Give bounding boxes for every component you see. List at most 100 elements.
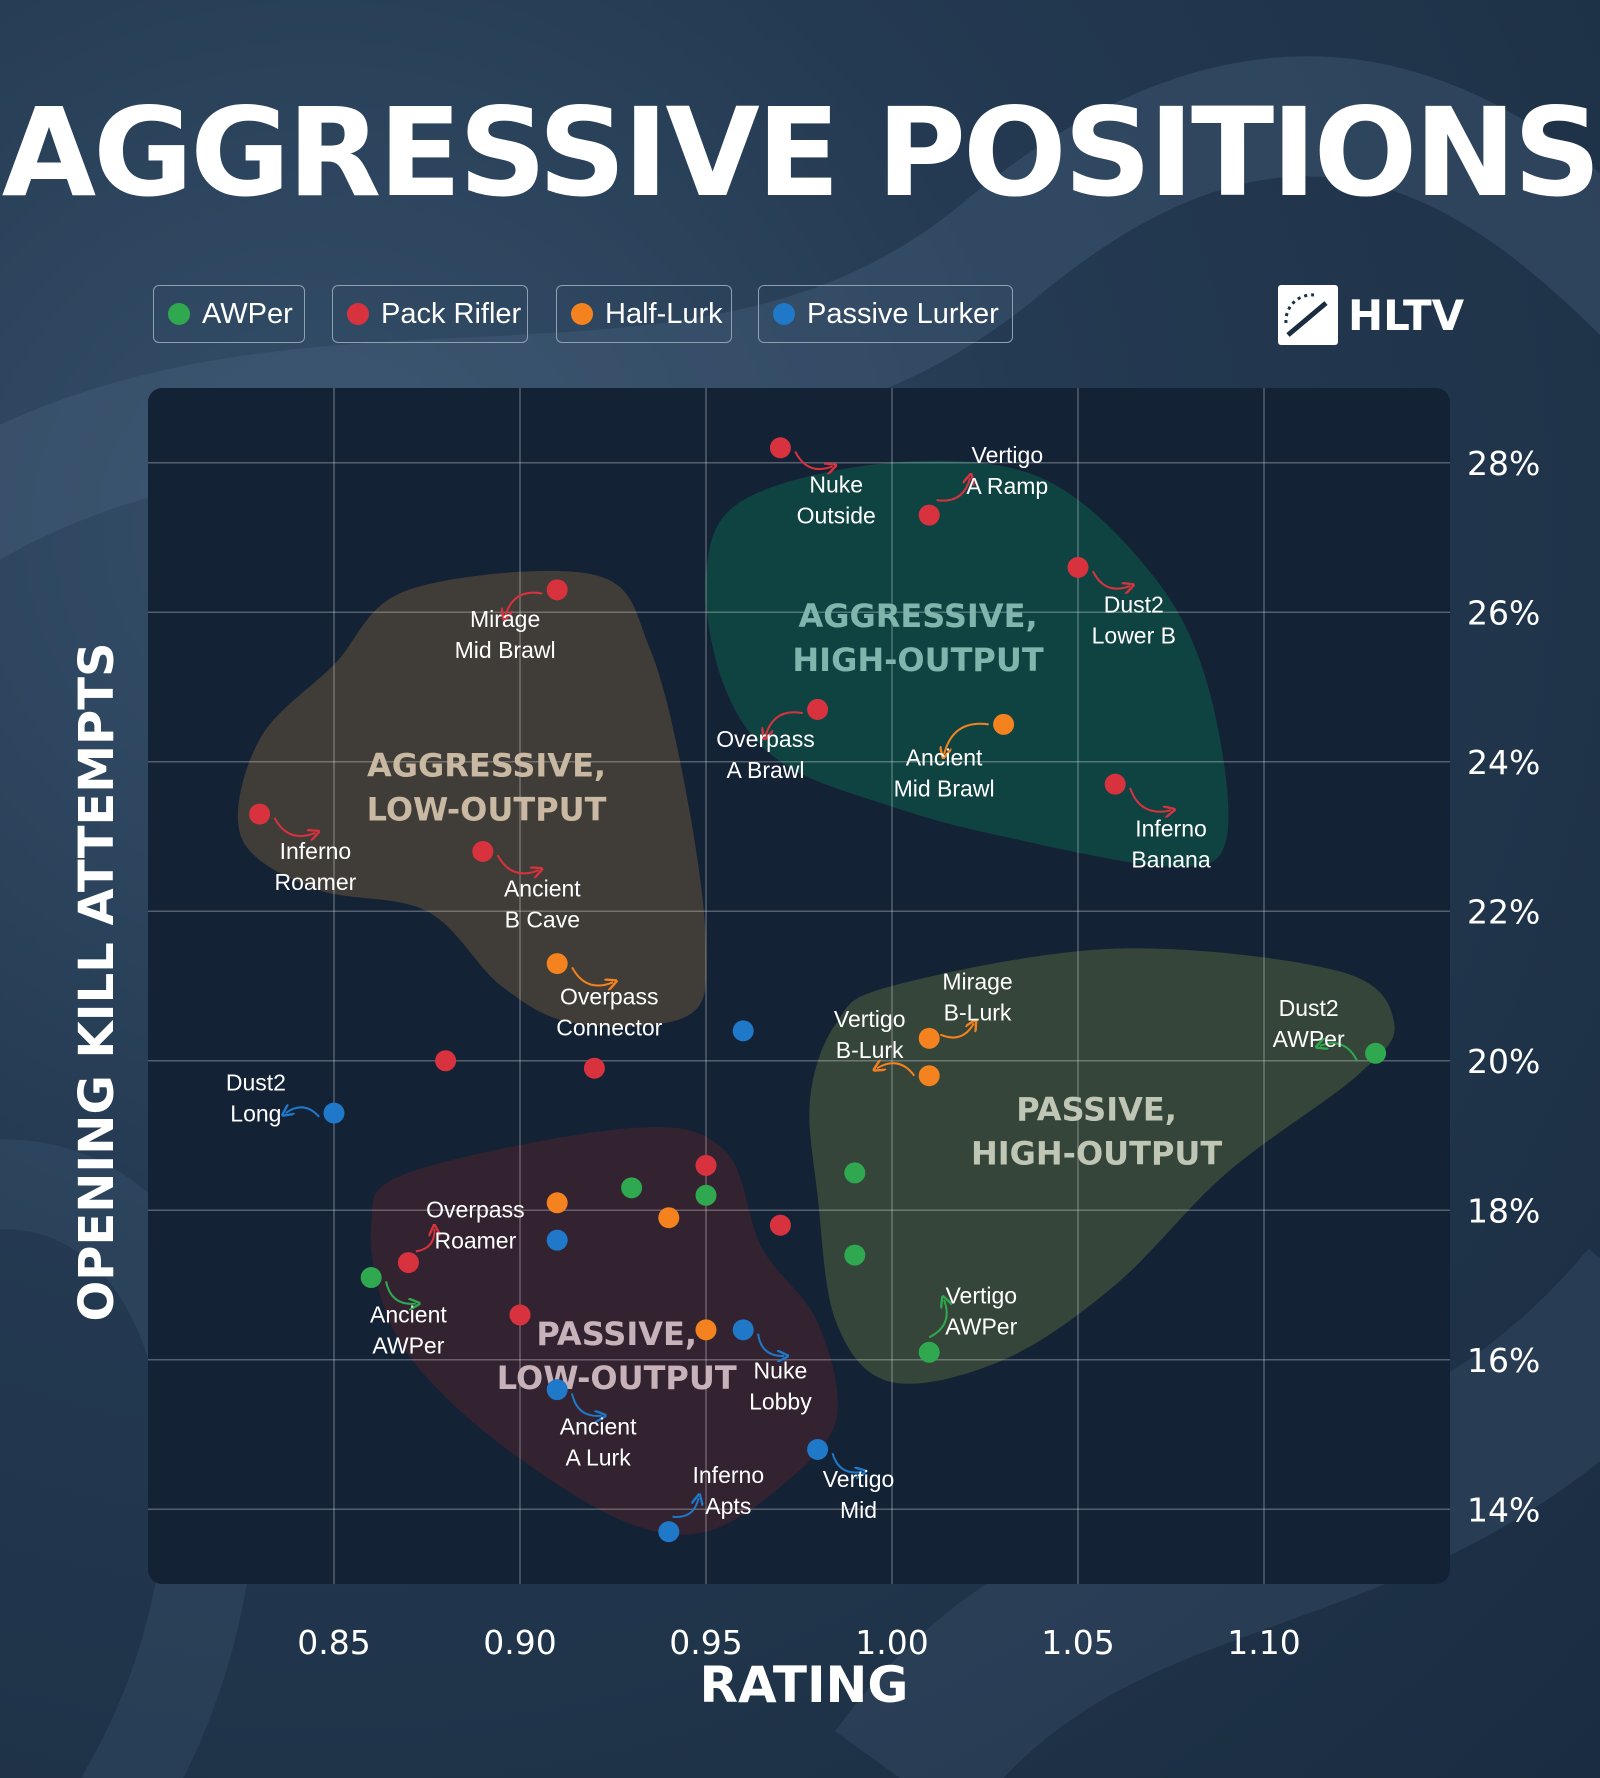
point-label-line: Lobby: [749, 1388, 812, 1414]
point-label-line: B Cave: [505, 906, 580, 932]
annotation-arrow: [939, 1023, 973, 1039]
point-label: Overpass Connector: [556, 984, 662, 1041]
y-tick-label: 22%: [1467, 892, 1540, 931]
point-label-line: Vertigo: [823, 1466, 895, 1492]
annotation-arrow: [944, 722, 989, 755]
legend-dot-awper: [168, 303, 190, 325]
y-axis-title: OPENING KILL ATTEMPTS: [69, 642, 125, 1321]
point-label-line: Roamer: [274, 869, 356, 895]
point-label-line: Overpass: [560, 984, 658, 1010]
y-tick-label: 18%: [1467, 1191, 1540, 1230]
region-label-line: LOW-OUTPUT: [367, 791, 607, 829]
data-point: [1067, 556, 1089, 578]
point-label-line: Inferno: [1135, 816, 1207, 842]
data-point: [1365, 1042, 1387, 1064]
x-tick-label: 0.85: [297, 1623, 370, 1662]
legend-item-passive-lurker: Passive Lurker: [758, 285, 1013, 343]
data-point: [546, 1192, 568, 1214]
point-label-line: Long: [230, 1101, 281, 1127]
point-label-line: Dust2: [226, 1070, 286, 1096]
data-point: [583, 1057, 605, 1079]
data-point: [249, 803, 271, 825]
y-tick-label: 26%: [1467, 593, 1540, 632]
annotation-arrow: [928, 1300, 946, 1339]
legend-dot-pack-rifler: [347, 303, 369, 325]
data-point: [695, 1184, 717, 1206]
point-label: Overpass A Brawl: [716, 726, 814, 783]
y-tick-label: 20%: [1467, 1042, 1540, 1081]
region-label: AGGRESSIVE, LOW-OUTPUT: [367, 747, 607, 829]
annotation-arrow: [496, 854, 539, 873]
data-point: [323, 1102, 345, 1124]
x-axis-title: RATING: [700, 1656, 909, 1714]
annotation-arrow: [415, 1229, 435, 1253]
legend-label: Passive Lurker: [807, 298, 999, 330]
data-point: [360, 1267, 382, 1289]
data-point: [546, 579, 568, 601]
point-label-line: AWPer: [372, 1332, 444, 1358]
y-tick-label: 14%: [1467, 1490, 1540, 1529]
point-label: Mirage B-Lurk: [942, 969, 1012, 1026]
point-label: Overpass Roamer: [426, 1197, 524, 1254]
data-point: [695, 1319, 717, 1341]
annotation-arrow: [385, 1281, 416, 1304]
point-label-line: A Brawl: [727, 757, 805, 783]
regions-layer: [237, 460, 1395, 1535]
legend-dot-passive-lurker: [773, 303, 795, 325]
point-label: Dust2 Long: [226, 1070, 286, 1127]
arrows-layer: [273, 451, 1358, 1518]
point-label-line: Mirage: [470, 606, 540, 632]
point-label-line: Inferno: [280, 838, 352, 864]
point-label: Mirage Mid Brawl: [455, 606, 556, 663]
hltv-logo-icon: [1278, 285, 1338, 345]
data-point: [435, 1050, 457, 1072]
legend-item-half-lurk: Half-Lurk: [556, 285, 732, 343]
region-label-line: PASSIVE,: [1016, 1091, 1177, 1129]
data-point: [546, 953, 568, 975]
region-1: [705, 460, 1229, 867]
legend-label: Half-Lurk: [605, 298, 723, 330]
data-point: [918, 1341, 940, 1363]
point-label: Vertigo A Ramp: [966, 442, 1048, 499]
annotation-arrow: [794, 451, 832, 470]
point-label: Ancient A Lurk: [560, 1414, 637, 1471]
region-3: [370, 1126, 838, 1535]
points-layer: [249, 437, 1387, 1543]
x-tick-label: 1.10: [1227, 1623, 1300, 1662]
region-label-line: HIGH-OUTPUT: [971, 1135, 1222, 1173]
region-0: [237, 570, 707, 1027]
point-label-line: Mirage: [942, 969, 1012, 995]
point-label-line: Banana: [1131, 847, 1211, 873]
page-title: AGGRESSIVE POSITIONS: [1, 82, 1600, 224]
region-2: [809, 948, 1395, 1384]
data-point: [844, 1244, 866, 1266]
annotation-arrow: [672, 1498, 699, 1518]
point-labels-layer: Dust2 AWPer Vertigo AWPer Ancient AWPer Nuke Ou…: [226, 442, 1345, 1523]
x-tick-label: 1.00: [855, 1623, 928, 1662]
point-label-line: Connector: [556, 1015, 662, 1041]
point-label-line: B-Lurk: [836, 1037, 904, 1063]
annotation-arrow: [831, 1452, 862, 1472]
data-point: [546, 1379, 568, 1401]
annotation-arrow: [936, 478, 970, 502]
legend-item-pack-rifler: Pack Rifler: [332, 285, 528, 343]
data-point: [472, 840, 494, 862]
data-point: [769, 437, 791, 459]
data-point: [769, 1214, 791, 1236]
point-label-line: Vertigo: [834, 1006, 906, 1032]
annotation-arrow: [571, 1393, 602, 1416]
data-point: [621, 1177, 643, 1199]
point-label-line: Roamer: [434, 1228, 516, 1254]
point-label: Nuke Lobby: [749, 1357, 812, 1414]
x-tick-label: 0.95: [669, 1623, 742, 1662]
point-label: Ancient Mid Brawl: [894, 744, 995, 801]
data-point: [918, 1065, 940, 1087]
point-label: Vertigo AWPer: [945, 1283, 1017, 1340]
data-point: [732, 1319, 754, 1341]
point-label: Ancient B Cave: [504, 875, 581, 932]
region-label-line: LOW-OUTPUT: [497, 1359, 737, 1397]
point-label-line: Ancient: [906, 744, 983, 770]
y-tick-label: 24%: [1467, 743, 1540, 782]
point-label: Inferno Banana: [1131, 816, 1211, 873]
point-label: Vertigo Mid: [823, 1466, 895, 1523]
